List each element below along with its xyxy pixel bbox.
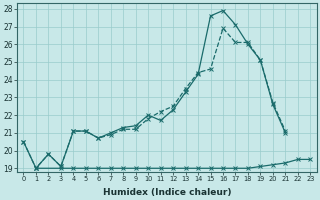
X-axis label: Humidex (Indice chaleur): Humidex (Indice chaleur) [103, 188, 231, 197]
